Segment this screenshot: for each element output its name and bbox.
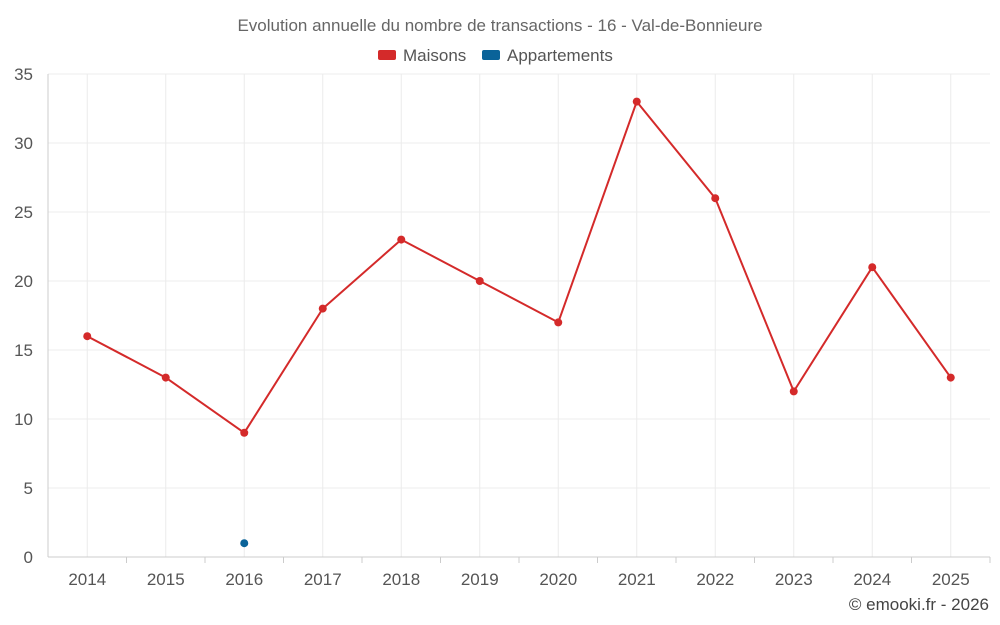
y-tick-label: 5 — [24, 479, 33, 498]
data-point-maisons[interactable] — [946, 373, 955, 382]
y-axis-tick-labels: 0 5 10 15 20 25 30 35 — [14, 65, 33, 567]
x-tick-label: 2017 — [304, 570, 342, 589]
legend-label-maisons: Maisons — [403, 46, 466, 65]
x-tick-label: 2016 — [225, 570, 263, 589]
x-tick-label: 2015 — [147, 570, 185, 589]
data-point-maisons[interactable] — [789, 387, 798, 396]
legend-item-appartements[interactable]: Appartements — [482, 46, 613, 65]
data-point-maisons[interactable] — [397, 235, 406, 244]
x-tick-label: 2014 — [68, 570, 106, 589]
data-point-maisons[interactable] — [240, 428, 249, 437]
data-point-maisons[interactable] — [554, 318, 563, 327]
x-tick-label: 2023 — [775, 570, 813, 589]
y-tick-label: 20 — [14, 272, 33, 291]
y-tick-label: 10 — [14, 410, 33, 429]
y-tick-label: 35 — [14, 65, 33, 84]
data-point-maisons[interactable] — [83, 332, 92, 341]
x-axis-tick-labels: 2014 2015 2016 2017 2018 2019 2020 2021 2022 2023… — [68, 570, 969, 589]
data-point-maisons[interactable] — [318, 304, 327, 313]
y-tick-label: 0 — [24, 548, 33, 567]
series-appartements — [240, 539, 249, 548]
legend: Maisons Appartements — [378, 46, 613, 65]
data-point-maisons[interactable] — [711, 194, 720, 203]
x-tick-label: 2024 — [853, 570, 891, 589]
x-tick-label: 2021 — [618, 570, 656, 589]
x-tick-label: 2022 — [696, 570, 734, 589]
x-tick-label: 2018 — [382, 570, 420, 589]
legend-swatch-maisons — [378, 50, 396, 60]
legend-label-appartements: Appartements — [507, 46, 613, 65]
x-tick-label: 2019 — [461, 570, 499, 589]
y-tick-label: 25 — [14, 203, 33, 222]
data-point-maisons[interactable] — [161, 373, 170, 382]
data-point-appartements[interactable] — [240, 539, 249, 548]
chart-title: Evolution annuelle du nombre de transact… — [237, 16, 762, 35]
y-tick-label: 30 — [14, 134, 33, 153]
series-line-maisons — [86, 100, 952, 434]
series-maisons — [83, 97, 955, 437]
y-gridlines — [48, 73, 990, 489]
legend-item-maisons[interactable]: Maisons — [378, 46, 466, 65]
credit-text: © emooki.fr - 2026 — [849, 595, 989, 614]
x-gridlines — [86, 74, 952, 557]
x-tick-label: 2020 — [539, 570, 577, 589]
y-tick-label: 15 — [14, 341, 33, 360]
series-layer — [83, 97, 955, 548]
data-point-maisons[interactable] — [632, 97, 641, 106]
x-tick-label: 2025 — [932, 570, 970, 589]
legend-swatch-appartements — [482, 50, 500, 60]
axes — [47, 74, 991, 563]
data-point-maisons[interactable] — [868, 263, 877, 272]
data-point-maisons[interactable] — [475, 277, 484, 285]
